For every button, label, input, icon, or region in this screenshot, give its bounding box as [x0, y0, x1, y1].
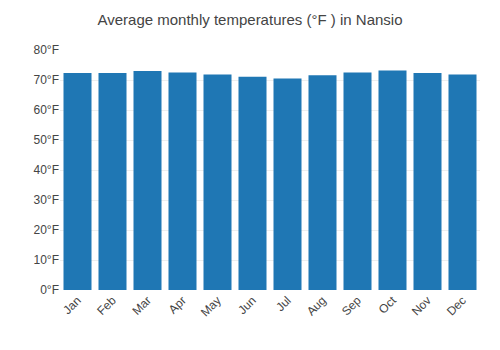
svg-text:40°F: 40°F [34, 163, 59, 177]
svg-text:Sep: Sep [339, 293, 364, 318]
svg-text:Jun: Jun [235, 293, 259, 317]
svg-text:Average monthly temperatures (: Average monthly temperatures (°F ) in Na… [97, 11, 402, 28]
svg-text:Dec: Dec [444, 293, 469, 318]
svg-text:70°F: 70°F [34, 73, 59, 87]
svg-text:Nov: Nov [409, 293, 434, 318]
svg-text:30°F: 30°F [34, 193, 59, 207]
svg-text:60°F: 60°F [34, 103, 59, 117]
svg-text:Mar: Mar [129, 293, 154, 318]
svg-text:Apr: Apr [166, 293, 189, 316]
svg-text:Oct: Oct [376, 293, 400, 317]
svg-text:50°F: 50°F [34, 133, 59, 147]
svg-text:0°F: 0°F [40, 283, 59, 297]
svg-text:Feb: Feb [94, 293, 119, 318]
svg-text:May: May [198, 293, 224, 319]
svg-text:Aug: Aug [304, 293, 329, 318]
svg-text:20°F: 20°F [34, 223, 59, 237]
svg-text:80°F: 80°F [34, 43, 59, 57]
svg-text:10°F: 10°F [34, 253, 59, 267]
svg-text:Jan: Jan [60, 293, 84, 317]
svg-text:Jul: Jul [273, 293, 294, 314]
